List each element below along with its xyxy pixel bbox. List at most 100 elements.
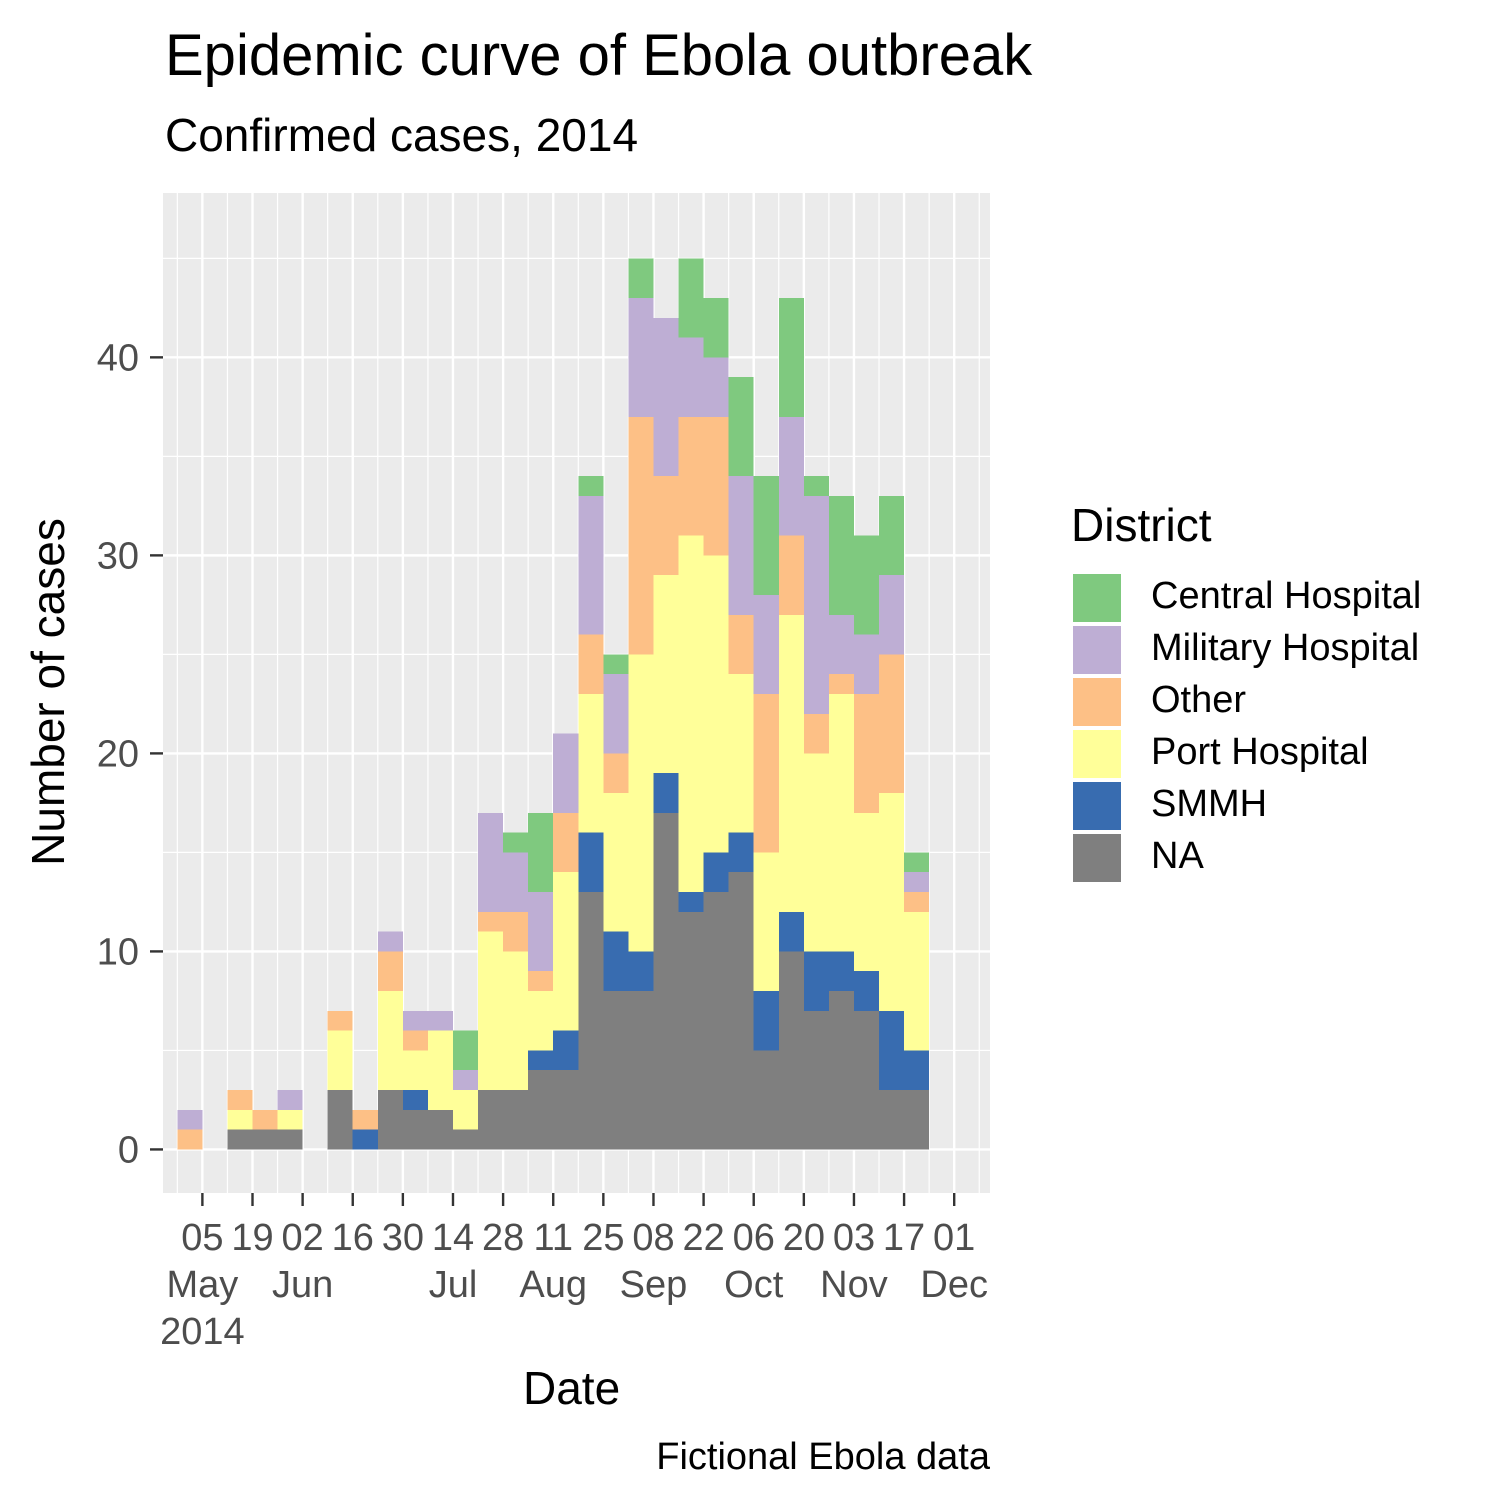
bar-segment	[478, 812, 504, 912]
legend-label: Central Hospital	[1151, 575, 1422, 617]
bar-segment	[904, 852, 930, 873]
x-tick-label: 03	[833, 1217, 875, 1259]
bar-segment	[653, 317, 679, 477]
bar-segment	[553, 872, 579, 1031]
bar-segment	[252, 1109, 278, 1130]
bar-segment	[728, 476, 754, 615]
bar-segment	[879, 793, 905, 1011]
bar-segment	[653, 812, 679, 1150]
bar-segment	[553, 812, 579, 873]
bar-segment	[678, 337, 704, 417]
x-tick-label: 19	[231, 1217, 273, 1259]
bar-segment	[402, 1050, 428, 1091]
bar-segment	[553, 1070, 579, 1150]
bar-segment	[452, 1129, 479, 1150]
legend-title: District	[1071, 499, 1212, 551]
bar-segment	[879, 1010, 905, 1091]
bar-segment	[653, 476, 679, 576]
bar-segment	[753, 852, 779, 992]
bar-segment	[628, 258, 654, 298]
bar-segment	[277, 1090, 303, 1110]
legend-label: NA	[1151, 835, 1204, 877]
x-tick-label: Dec	[920, 1264, 988, 1306]
bar-segment	[377, 951, 403, 992]
legend-item: Other	[1071, 678, 1491, 730]
bar-segment	[327, 1090, 353, 1150]
bar-segment	[377, 931, 403, 952]
y-tick-label: 30	[97, 535, 139, 577]
bar-segment	[377, 991, 403, 1091]
bar-segment	[402, 1090, 428, 1110]
bar-segment	[753, 476, 779, 595]
x-tick-label: 08	[632, 1217, 674, 1259]
bar-segment	[703, 357, 729, 417]
bar-segment	[478, 931, 504, 1091]
y-tick-label: 20	[97, 733, 139, 775]
legend-key	[1073, 626, 1121, 674]
bar-segment	[828, 495, 854, 615]
y-tick-label: 10	[97, 931, 139, 973]
bar-segment	[377, 1090, 403, 1150]
bar-segment	[828, 693, 854, 952]
bar-segment	[653, 773, 679, 813]
bar-segment	[853, 812, 880, 972]
legend-label: SMMH	[1151, 783, 1268, 825]
bar-segment	[503, 852, 529, 912]
bar-segment	[879, 1090, 905, 1150]
bar-segment	[853, 535, 880, 635]
bar-segment	[778, 535, 804, 615]
bar-segment	[753, 991, 779, 1051]
bar-segment	[427, 1030, 453, 1110]
bar-segment	[402, 1010, 428, 1031]
bar-segment	[452, 1070, 479, 1091]
legend-key	[1073, 782, 1121, 830]
x-tick-label: Nov	[820, 1264, 888, 1306]
legend-key	[1073, 730, 1121, 778]
bar-segment	[528, 971, 554, 992]
bar-segment	[904, 1050, 930, 1091]
y-tick-label: 0	[118, 1129, 139, 1171]
y-axis-label: Number of cases	[22, 518, 74, 866]
bar-segment	[904, 1090, 930, 1150]
bar-segment	[528, 991, 554, 1051]
x-tick-label: 20	[783, 1217, 825, 1259]
bar-segment	[227, 1129, 253, 1150]
bar-segment	[728, 872, 754, 1150]
bar-segment	[603, 753, 629, 793]
bar-segment	[879, 654, 905, 793]
bar-segment	[803, 1010, 829, 1150]
bar-segment	[703, 416, 729, 556]
legend: District Central Hospital Military Hospit…	[1071, 498, 1491, 886]
bar-segment	[628, 297, 654, 417]
bar-segment	[853, 1010, 880, 1150]
x-tick-label: 01	[933, 1217, 975, 1259]
x-tick-label: 05	[181, 1217, 223, 1259]
bar-segment	[678, 911, 704, 1150]
legend-key	[1073, 678, 1121, 726]
bar-segment	[478, 911, 504, 932]
bar-segment	[503, 832, 529, 853]
x-tick-label: 22	[682, 1217, 724, 1259]
bar-segment	[177, 1109, 203, 1130]
bar-segment	[578, 892, 604, 1150]
bar-segment	[678, 535, 704, 893]
bar-segment	[703, 892, 729, 1150]
bar-segment	[327, 1030, 353, 1091]
bar-segment	[828, 951, 854, 992]
bar-segment	[803, 495, 829, 714]
bar-segment	[553, 733, 579, 813]
bar-segment	[503, 1090, 529, 1150]
x-tick-label: 25	[582, 1217, 624, 1259]
bar-segment	[578, 476, 604, 496]
bar-segment	[803, 713, 829, 754]
legend-label: Military Hospital	[1151, 627, 1420, 669]
bar-segment	[879, 495, 905, 576]
x-tick-label: 28	[482, 1217, 524, 1259]
bar-segment	[653, 575, 679, 774]
bar-segment	[628, 416, 654, 655]
y-tick-label: 40	[97, 337, 139, 379]
bar-segment	[853, 634, 880, 694]
bar-segment	[227, 1090, 253, 1110]
bar-segment	[177, 1129, 203, 1150]
legend-label: Other	[1151, 679, 1247, 721]
